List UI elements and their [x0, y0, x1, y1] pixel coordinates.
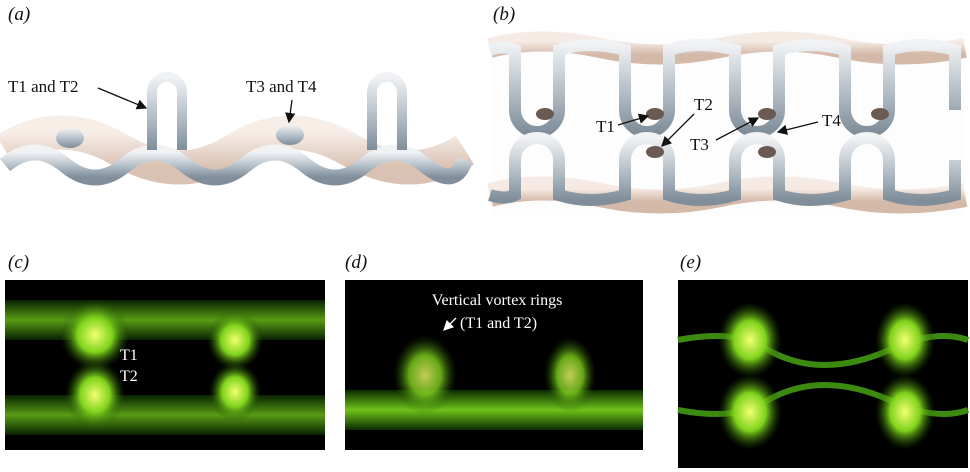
annotation: T1 — [596, 117, 615, 136]
panel-label: (e) — [680, 252, 701, 273]
annotation: T1 — [120, 347, 138, 364]
panel-label: (c) — [8, 252, 29, 273]
panel-a: (a) T1 and T2 T3 and T4 — [0, 4, 475, 186]
annotation: T2 — [120, 368, 138, 385]
annotation: T1 and T2 — [8, 77, 79, 96]
panel-label: (a) — [8, 4, 30, 25]
panel-label: (d) — [345, 252, 367, 273]
panel-c: (c) T1 T2 — [5, 252, 325, 450]
panel-label: (b) — [493, 4, 515, 25]
annotation: Vertical vortex rings — [432, 292, 563, 309]
annotation: T2 — [694, 95, 713, 114]
panel-d: (d) Vertical vortex rings (T1 and T2) — [345, 252, 643, 450]
annotation: T3 and T4 — [246, 77, 317, 96]
annotation: (T1 and T2) — [460, 315, 537, 332]
annotation: T4 — [822, 111, 841, 130]
panel-b: (b) T1 T2 T3 T4 — [486, 4, 968, 216]
panel-e: (e) — [677, 252, 970, 468]
annotation: T3 — [690, 135, 709, 154]
